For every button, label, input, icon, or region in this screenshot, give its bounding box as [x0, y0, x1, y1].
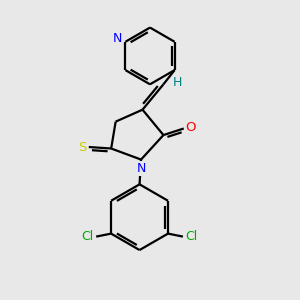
- Text: S: S: [78, 140, 86, 154]
- Text: Cl: Cl: [82, 230, 94, 243]
- Text: N: N: [137, 162, 146, 175]
- Text: N: N: [112, 32, 122, 45]
- Text: Cl: Cl: [185, 230, 197, 243]
- Text: O: O: [185, 121, 196, 134]
- Text: H: H: [173, 76, 182, 89]
